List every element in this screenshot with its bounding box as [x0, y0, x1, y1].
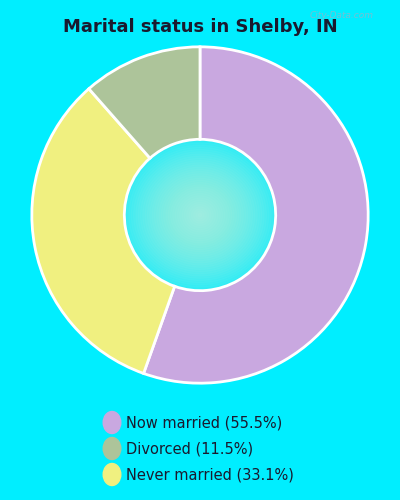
- Text: Never married (33.1%): Never married (33.1%): [126, 467, 294, 482]
- Text: Marital status in Shelby, IN: Marital status in Shelby, IN: [63, 18, 337, 36]
- Wedge shape: [144, 47, 368, 383]
- Wedge shape: [89, 47, 200, 158]
- Text: City-Data.com: City-Data.com: [310, 12, 374, 20]
- Text: Divorced (11.5%): Divorced (11.5%): [126, 441, 253, 456]
- Wedge shape: [32, 89, 175, 374]
- Text: Now married (55.5%): Now married (55.5%): [126, 415, 282, 430]
